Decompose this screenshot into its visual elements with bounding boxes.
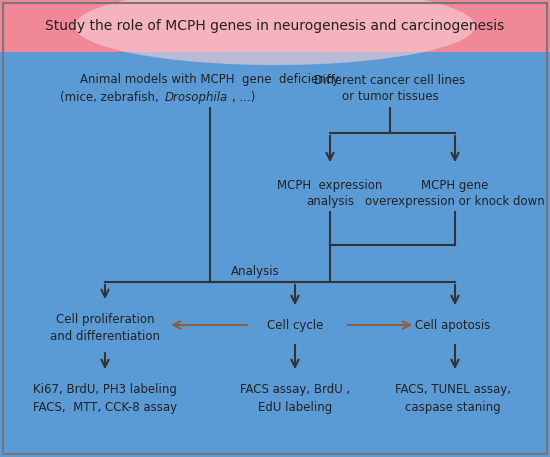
Text: Cell cycle: Cell cycle	[267, 319, 323, 331]
Text: Cell proliferation: Cell proliferation	[56, 314, 154, 326]
Ellipse shape	[75, 0, 475, 65]
Text: FACS, TUNEL assay,: FACS, TUNEL assay,	[395, 383, 511, 397]
Text: Study the role of MCPH genes in neurogenesis and carcinogenesis: Study the role of MCPH genes in neurogen…	[45, 19, 505, 33]
Text: MCPH  expression: MCPH expression	[277, 179, 383, 191]
Text: FACS assay, BrdU ,: FACS assay, BrdU ,	[240, 383, 350, 397]
Bar	[0, 0, 550, 52]
Text: Animal models with MCPH  gene  deficiency: Animal models with MCPH gene deficiency	[80, 74, 339, 86]
Text: Drosophila: Drosophila	[165, 90, 228, 103]
Text: (mice, zebrafish,: (mice, zebrafish,	[59, 90, 162, 103]
Text: overexpression or knock down: overexpression or knock down	[365, 196, 545, 208]
Text: Different cancer cell lines: Different cancer cell lines	[315, 74, 466, 86]
Text: Analysis: Analysis	[230, 266, 279, 278]
Text: EdU labeling: EdU labeling	[258, 400, 332, 414]
Text: and differentiation: and differentiation	[50, 330, 160, 344]
Text: FACS,  MTT, CCK-8 assay: FACS, MTT, CCK-8 assay	[33, 400, 177, 414]
Text: MCPH gene: MCPH gene	[421, 179, 489, 191]
Text: or tumor tissues: or tumor tissues	[342, 90, 438, 103]
Text: caspase staning: caspase staning	[405, 400, 501, 414]
Text: , ...): , ...)	[232, 90, 255, 103]
Text: Cell apotosis: Cell apotosis	[415, 319, 491, 331]
Text: Ki67, BrdU, PH3 labeling: Ki67, BrdU, PH3 labeling	[33, 383, 177, 397]
Text: analysis: analysis	[306, 196, 354, 208]
